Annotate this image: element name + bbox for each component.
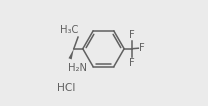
Text: F: F [139, 43, 145, 53]
Text: F: F [129, 58, 134, 68]
Polygon shape [68, 49, 74, 59]
Text: H₃C: H₃C [60, 25, 79, 35]
Text: H₂N: H₂N [68, 63, 87, 73]
Text: HCl: HCl [57, 83, 75, 93]
Text: F: F [129, 30, 134, 40]
